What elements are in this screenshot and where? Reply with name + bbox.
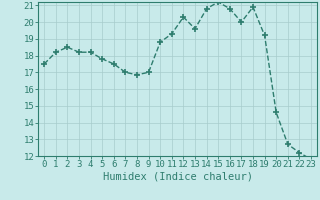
- X-axis label: Humidex (Indice chaleur): Humidex (Indice chaleur): [103, 172, 252, 182]
